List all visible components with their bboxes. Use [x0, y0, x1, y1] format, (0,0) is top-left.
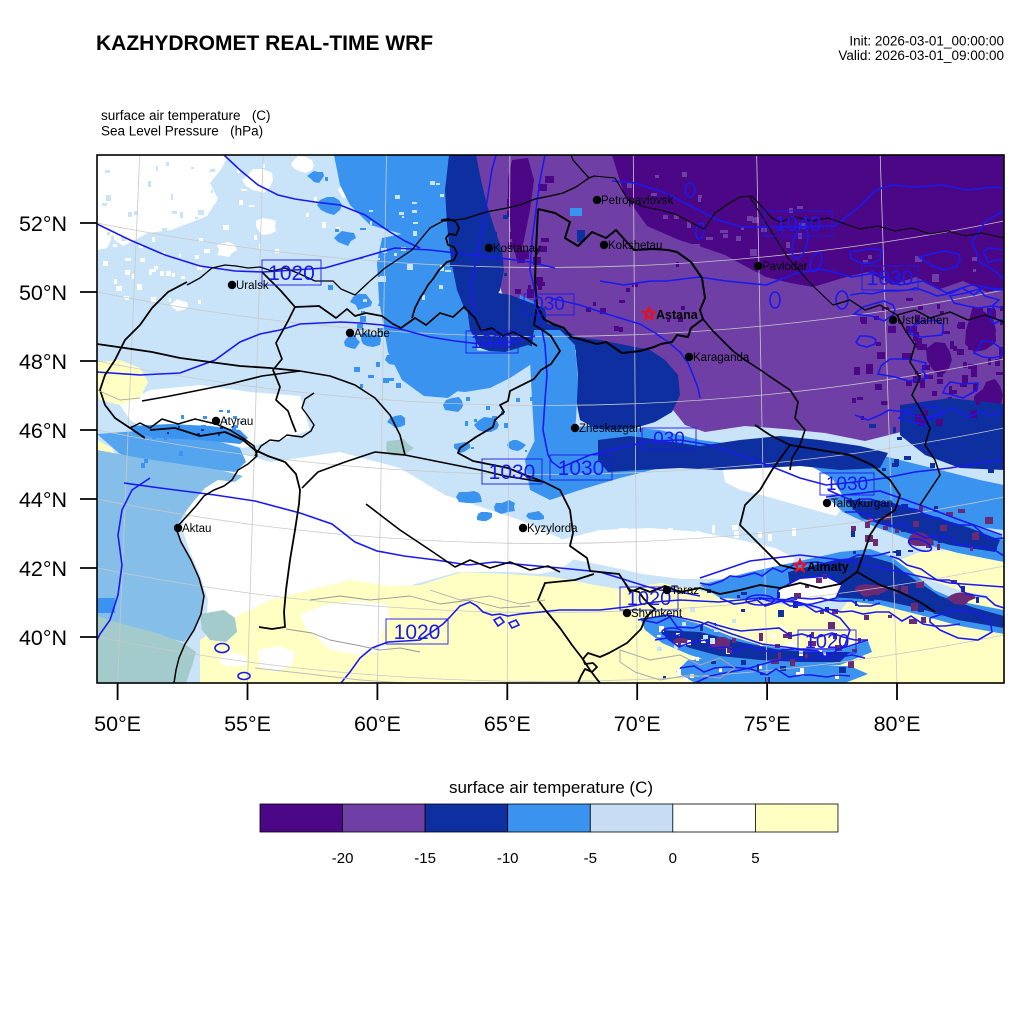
svg-text:Aktau: Aktau	[182, 523, 211, 535]
svg-text:50°E: 50°E	[94, 712, 141, 736]
svg-text:5: 5	[751, 850, 759, 867]
svg-text:Kyzylorda: Kyzylorda	[527, 523, 578, 535]
svg-text:75°E: 75°E	[744, 712, 791, 736]
svg-text:1030: 1030	[471, 332, 513, 353]
svg-text:030: 030	[533, 294, 565, 315]
svg-text:1030: 1030	[826, 474, 868, 495]
svg-text:Kostanay: Kostanay	[493, 243, 541, 255]
svg-text:Init: 2026-03-01_00:00:00: Init: 2026-03-01_00:00:00	[849, 34, 1004, 49]
svg-text:Pavlodar: Pavlodar	[762, 261, 808, 273]
svg-text:1020: 1020	[268, 262, 315, 285]
svg-text:40°N: 40°N	[19, 626, 67, 650]
svg-text:Zheskazgan: Zheskazgan	[579, 423, 642, 435]
svg-text:Aktobe: Aktobe	[354, 328, 390, 340]
svg-text:-10: -10	[497, 850, 519, 867]
svg-text:1020: 1020	[627, 588, 672, 610]
svg-text:Atyrau: Atyrau	[220, 416, 253, 428]
svg-text:1030: 1030	[558, 457, 605, 480]
svg-text:Taldykurgan: Taldykurgan	[831, 498, 893, 510]
svg-text:Petropavlovsk: Petropavlovsk	[601, 195, 673, 207]
svg-text:Valid: 2026-03-01_09:00:00: Valid: 2026-03-01_09:00:00	[838, 48, 1004, 63]
svg-text:42°N: 42°N	[19, 557, 67, 581]
svg-text:46°N: 46°N	[19, 419, 67, 443]
svg-text:Shymkent: Shymkent	[631, 608, 683, 620]
svg-text:1030: 1030	[489, 461, 536, 484]
svg-text:surface air temperature (C): surface air temperature (C)	[101, 108, 271, 123]
svg-text:0: 0	[669, 850, 677, 867]
svg-text:Taraz: Taraz	[671, 585, 699, 597]
svg-text:1030: 1030	[867, 267, 914, 290]
svg-text:Karaganda: Karaganda	[693, 352, 750, 364]
svg-text:50°N: 50°N	[19, 281, 67, 305]
svg-text:1040: 1040	[775, 213, 822, 236]
svg-text:Almaty: Almaty	[807, 560, 849, 574]
svg-text:1020: 1020	[805, 631, 850, 653]
svg-text:Ustkamen: Ustkamen	[897, 315, 949, 327]
svg-text:65°E: 65°E	[484, 712, 531, 736]
svg-text:-20: -20	[332, 850, 354, 867]
svg-text:80°E: 80°E	[874, 712, 921, 736]
svg-text:-5: -5	[584, 850, 597, 867]
svg-text:Uralsk: Uralsk	[236, 280, 269, 292]
svg-text:44°N: 44°N	[19, 488, 67, 512]
svg-text:Sea Level Pressure (hPa): Sea Level Pressure (hPa)	[101, 124, 263, 139]
svg-text:Astana: Astana	[656, 308, 699, 322]
svg-text:70°E: 70°E	[614, 712, 661, 736]
svg-text:surface air temperature (C): surface air temperature (C)	[449, 778, 653, 797]
svg-text:030: 030	[653, 429, 685, 450]
svg-text:60°E: 60°E	[354, 712, 401, 736]
svg-text:-15: -15	[414, 850, 436, 867]
svg-text:Kokshetau: Kokshetau	[608, 240, 662, 252]
svg-text:KAZHYDROMET REAL-TIME WRF: KAZHYDROMET REAL-TIME WRF	[96, 32, 433, 55]
svg-text:1020: 1020	[394, 621, 441, 644]
svg-text:48°N: 48°N	[19, 350, 67, 374]
svg-text:55°E: 55°E	[224, 712, 271, 736]
svg-text:52°N: 52°N	[19, 212, 67, 236]
